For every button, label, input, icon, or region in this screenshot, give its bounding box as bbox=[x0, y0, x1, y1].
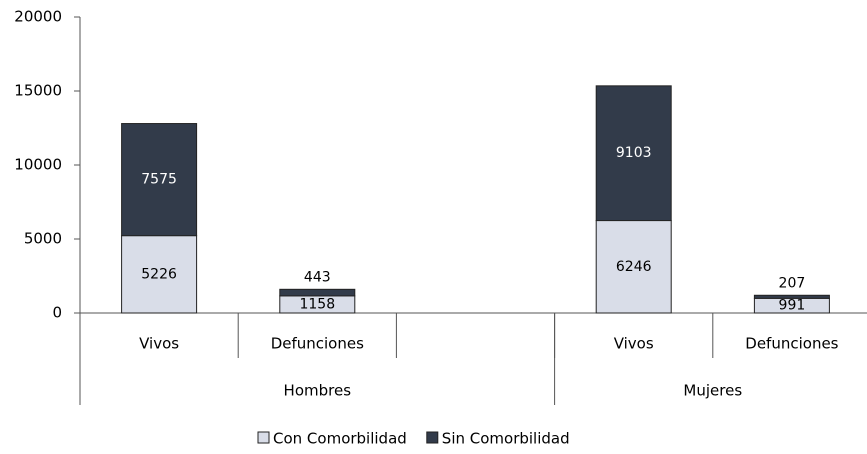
bar-segment bbox=[753, 294, 830, 299]
group-label: Mujeres bbox=[683, 382, 742, 400]
bar-segment bbox=[121, 123, 198, 237]
bar-segment bbox=[121, 235, 198, 314]
data-label: 443 bbox=[304, 269, 331, 285]
x-tick-label: Defunciones bbox=[745, 335, 838, 353]
legend-label: Con Comorbilidad bbox=[273, 430, 407, 448]
x-tick-label: Vivos bbox=[614, 335, 654, 353]
data-label: 991 bbox=[779, 298, 806, 314]
group-label: Hombres bbox=[284, 382, 352, 400]
legend-swatch bbox=[257, 431, 270, 444]
x-tick-label: Defunciones bbox=[271, 335, 364, 353]
legend: Con Comorbilidad Sin Comorbilidad bbox=[257, 430, 570, 448]
x-tick-label: Vivos bbox=[139, 335, 179, 353]
data-label: 1158 bbox=[299, 296, 335, 312]
bar-segment bbox=[595, 220, 672, 314]
data-label: 6246 bbox=[616, 259, 652, 275]
data-label: 9103 bbox=[616, 145, 652, 161]
y-tick-label: 20000 bbox=[14, 8, 62, 26]
data-label: 207 bbox=[779, 275, 806, 291]
y-tick-label: 10000 bbox=[14, 156, 62, 174]
data-label: 7575 bbox=[141, 172, 177, 188]
y-tick-label: 15000 bbox=[14, 82, 62, 100]
y-tick-label: 5000 bbox=[24, 230, 62, 248]
y-tick-label: 0 bbox=[52, 304, 62, 322]
bar-segment bbox=[595, 85, 672, 222]
data-label: 5226 bbox=[141, 266, 177, 282]
legend-swatch bbox=[426, 431, 439, 444]
bar-segment bbox=[279, 288, 356, 297]
legend-label: Sin Comorbilidad bbox=[442, 430, 570, 448]
